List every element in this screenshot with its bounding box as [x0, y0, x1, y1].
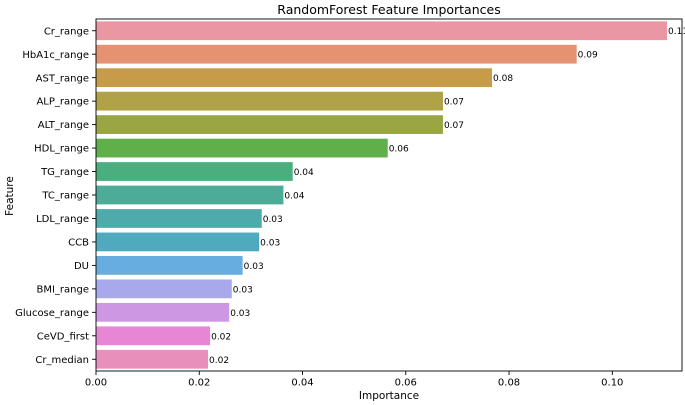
data-label-Cr_median: 0.02: [209, 356, 229, 366]
y-tick-label-LDL_range: LDL_range: [36, 214, 89, 225]
bar-CCB: [96, 232, 260, 252]
bar-Cr_range: [96, 21, 668, 41]
x-tick-label: 0.10: [601, 378, 623, 389]
data-label-CCB: 0.03: [260, 238, 280, 248]
data-label-AST_range: 0.08: [493, 74, 513, 84]
plot-frame: [95, 18, 683, 372]
y-tick-label-Glucose_range: Glucose_range: [15, 308, 89, 319]
x-tick-label: 0.02: [188, 378, 210, 389]
data-labels-group: 0.11 0.09 0.08 0.07 0.07 0.06 0.04 0.04 0.03 0.03…: [209, 27, 685, 366]
bar-TC_range: [96, 185, 284, 205]
y-tick-label-CCB: CCB: [68, 238, 89, 249]
y-tick-label-ALT_range: ALT_range: [38, 120, 89, 131]
data-label-CeVD_first: 0.02: [211, 332, 231, 342]
data-label-LDL_range: 0.03: [263, 215, 283, 225]
data-label-HDL_range: 0.06: [389, 145, 409, 155]
y-tick-label-TC_range: TC_range: [41, 191, 89, 202]
bar-ALT_range: [96, 115, 443, 134]
x-tick-label: 0.08: [498, 378, 520, 389]
x-axis-ticks: 0.00 0.02 0.04 0.06 0.08 0.10: [85, 371, 623, 389]
bar-CeVD_first: [96, 326, 211, 346]
bar-DU: [96, 256, 243, 275]
chart-title: RandomForest Feature Importances: [277, 2, 500, 17]
x-tick-label: 0.00: [85, 378, 107, 389]
y-tick-label-DU: DU: [74, 261, 89, 272]
y-tick-label-HDL_range: HDL_range: [34, 144, 89, 155]
data-label-Cr_range: 0.11: [668, 27, 685, 37]
y-tick-label-ALP_range: ALP_range: [36, 97, 89, 108]
data-label-ALP_range: 0.07: [444, 98, 464, 108]
x-tick-label: 0.04: [291, 378, 313, 389]
y-tick-label-TG_range: TG_range: [40, 167, 89, 178]
x-tick-label: 0.06: [395, 378, 417, 389]
x-axis-label: Importance: [359, 390, 419, 402]
bar-AST_range: [96, 68, 493, 88]
bar-HDL_range: [96, 138, 388, 158]
y-tick-label-BMI_range: BMI_range: [36, 284, 89, 295]
y-tick-label-CeVD_first: CeVD_first: [37, 331, 89, 342]
data-label-HbA1c_range: 0.09: [578, 51, 598, 61]
bar-LDL_range: [96, 209, 262, 228]
data-label-DU: 0.03: [244, 262, 264, 272]
y-tick-label-AST_range: AST_range: [36, 73, 89, 84]
y-axis-ticks: Cr_range HbA1c_range AST_range ALP_range ALT…: [15, 26, 96, 366]
bar-Glucose_range: [96, 302, 230, 322]
data-label-TC_range: 0.04: [284, 192, 304, 202]
data-label-Glucose_range: 0.03: [230, 309, 250, 319]
bars-group: [96, 21, 668, 369]
data-label-TG_range: 0.04: [294, 168, 314, 178]
y-tick-label-HbA1c_range: HbA1c_range: [22, 50, 89, 61]
bar-ALP_range: [96, 91, 443, 111]
y-axis-label: Feature: [4, 176, 16, 216]
bar-Cr_median: [96, 349, 209, 369]
bar-HbA1c_range: [96, 44, 577, 64]
bar-BMI_range: [96, 279, 232, 299]
data-label-BMI_range: 0.03: [233, 285, 253, 295]
bar-TG_range: [96, 162, 293, 181]
data-label-ALT_range: 0.07: [444, 121, 464, 131]
y-tick-label-Cr_median: Cr_median: [35, 355, 89, 366]
y-tick-label-Cr_range: Cr_range: [44, 26, 89, 37]
